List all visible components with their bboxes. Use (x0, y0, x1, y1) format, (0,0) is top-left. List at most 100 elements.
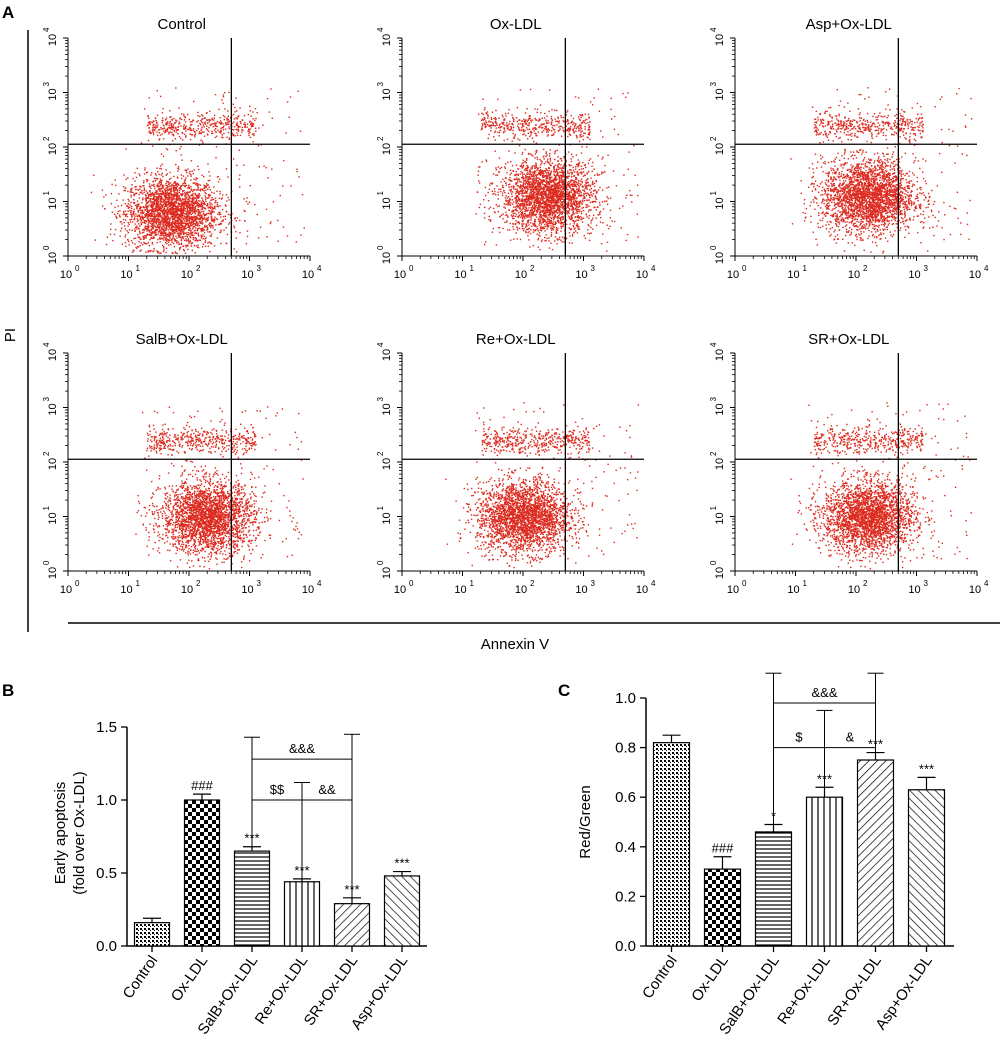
flow-dot (507, 200, 510, 202)
flow-dot (202, 124, 204, 126)
flow-dot (505, 200, 507, 202)
flow-dot (167, 193, 169, 195)
flow-dot (483, 199, 485, 201)
flow-dot (148, 200, 150, 202)
flow-dot (219, 190, 221, 193)
flow-dot (106, 236, 109, 238)
flow-dot (589, 195, 591, 197)
flow-dot (138, 228, 140, 230)
flow-dot (169, 219, 171, 222)
flow-dot (189, 207, 192, 210)
flow-dot (554, 207, 556, 209)
flow-dot (159, 225, 162, 227)
flow-dot (553, 201, 555, 203)
flow-dot (206, 229, 208, 231)
flow-dot (574, 190, 576, 192)
flow-dot (178, 107, 180, 109)
flow-dot (164, 204, 167, 207)
flow-dot (538, 189, 541, 192)
flow-dot (216, 190, 218, 192)
flow-dot (116, 212, 119, 215)
flow-dot (124, 189, 126, 192)
flow-dot (552, 197, 554, 199)
flow-dot (213, 245, 216, 247)
flow-dot (574, 200, 577, 202)
flow-dot (160, 198, 162, 200)
flow-dot (168, 196, 170, 198)
flow-dot (571, 207, 574, 210)
flow-dot (143, 173, 146, 175)
flow-dot (127, 198, 129, 201)
flow-dot (193, 197, 195, 199)
flow-dot (239, 232, 241, 234)
flow-dot (160, 220, 162, 222)
flow-dot (185, 216, 187, 218)
flow-dot (156, 209, 159, 212)
flow-dot (220, 132, 222, 134)
flow-dot (197, 214, 199, 216)
flow-dot (192, 219, 194, 221)
flow-dot (247, 113, 249, 116)
flow-dot (577, 179, 580, 182)
flow-dot (210, 216, 213, 218)
flow-dot (165, 210, 167, 212)
flow-dot (578, 182, 580, 185)
flow-dot (572, 166, 574, 169)
flow-dot (168, 198, 171, 200)
flow-dot (601, 158, 603, 160)
flow-dot (210, 233, 213, 235)
flow-dot (488, 215, 490, 218)
flow-dot (491, 190, 493, 192)
flow-dot (250, 115, 252, 117)
flow-dot (570, 203, 572, 205)
flow-dot (586, 185, 589, 187)
flow-dot (170, 203, 172, 206)
flow-dot (148, 195, 150, 197)
flow-dot (155, 127, 157, 129)
flow-dot (125, 245, 127, 248)
flow-dot (539, 173, 542, 175)
flow-dot (553, 208, 555, 210)
flow-dot (185, 244, 187, 247)
flow-dot (156, 193, 158, 195)
flow-dot (153, 123, 155, 126)
flow-dot (160, 168, 163, 170)
flow-dot (155, 203, 157, 205)
flow-dot (151, 231, 153, 233)
flow-dot (171, 233, 173, 235)
flow-dot (562, 190, 564, 192)
flow-dot (527, 222, 529, 224)
flow-dot (228, 123, 230, 125)
flow-dot (522, 219, 524, 221)
flow-dot (527, 214, 529, 216)
flow-dot (497, 211, 499, 213)
flow-dot (117, 205, 119, 207)
flow-dot (218, 211, 220, 213)
flow-dot (577, 181, 579, 183)
flow-dot (183, 185, 185, 187)
flow-dot (544, 197, 546, 200)
flow-dot (585, 194, 588, 197)
flow-dot (156, 190, 158, 193)
flow-dot (181, 201, 183, 203)
flow-dot (161, 112, 164, 114)
flow-dot (119, 230, 122, 232)
flow-dot (182, 215, 185, 217)
flow-dot (518, 204, 520, 207)
flow-dot (141, 221, 144, 224)
flow-dot (206, 119, 208, 121)
flow-dot (188, 220, 190, 222)
flow-dot (145, 205, 147, 208)
flow-dot (588, 225, 590, 227)
flow-dot (179, 230, 181, 232)
flow-dot (168, 222, 170, 224)
flow-dot (525, 169, 528, 171)
flow-dot (101, 205, 104, 207)
flow-dot (200, 139, 202, 141)
flow-dot (544, 191, 546, 194)
flow-dot (196, 129, 198, 132)
flow-dot (197, 111, 199, 114)
flow-dot (571, 176, 573, 178)
flow-dot (176, 227, 178, 229)
flow-dot (201, 204, 204, 207)
